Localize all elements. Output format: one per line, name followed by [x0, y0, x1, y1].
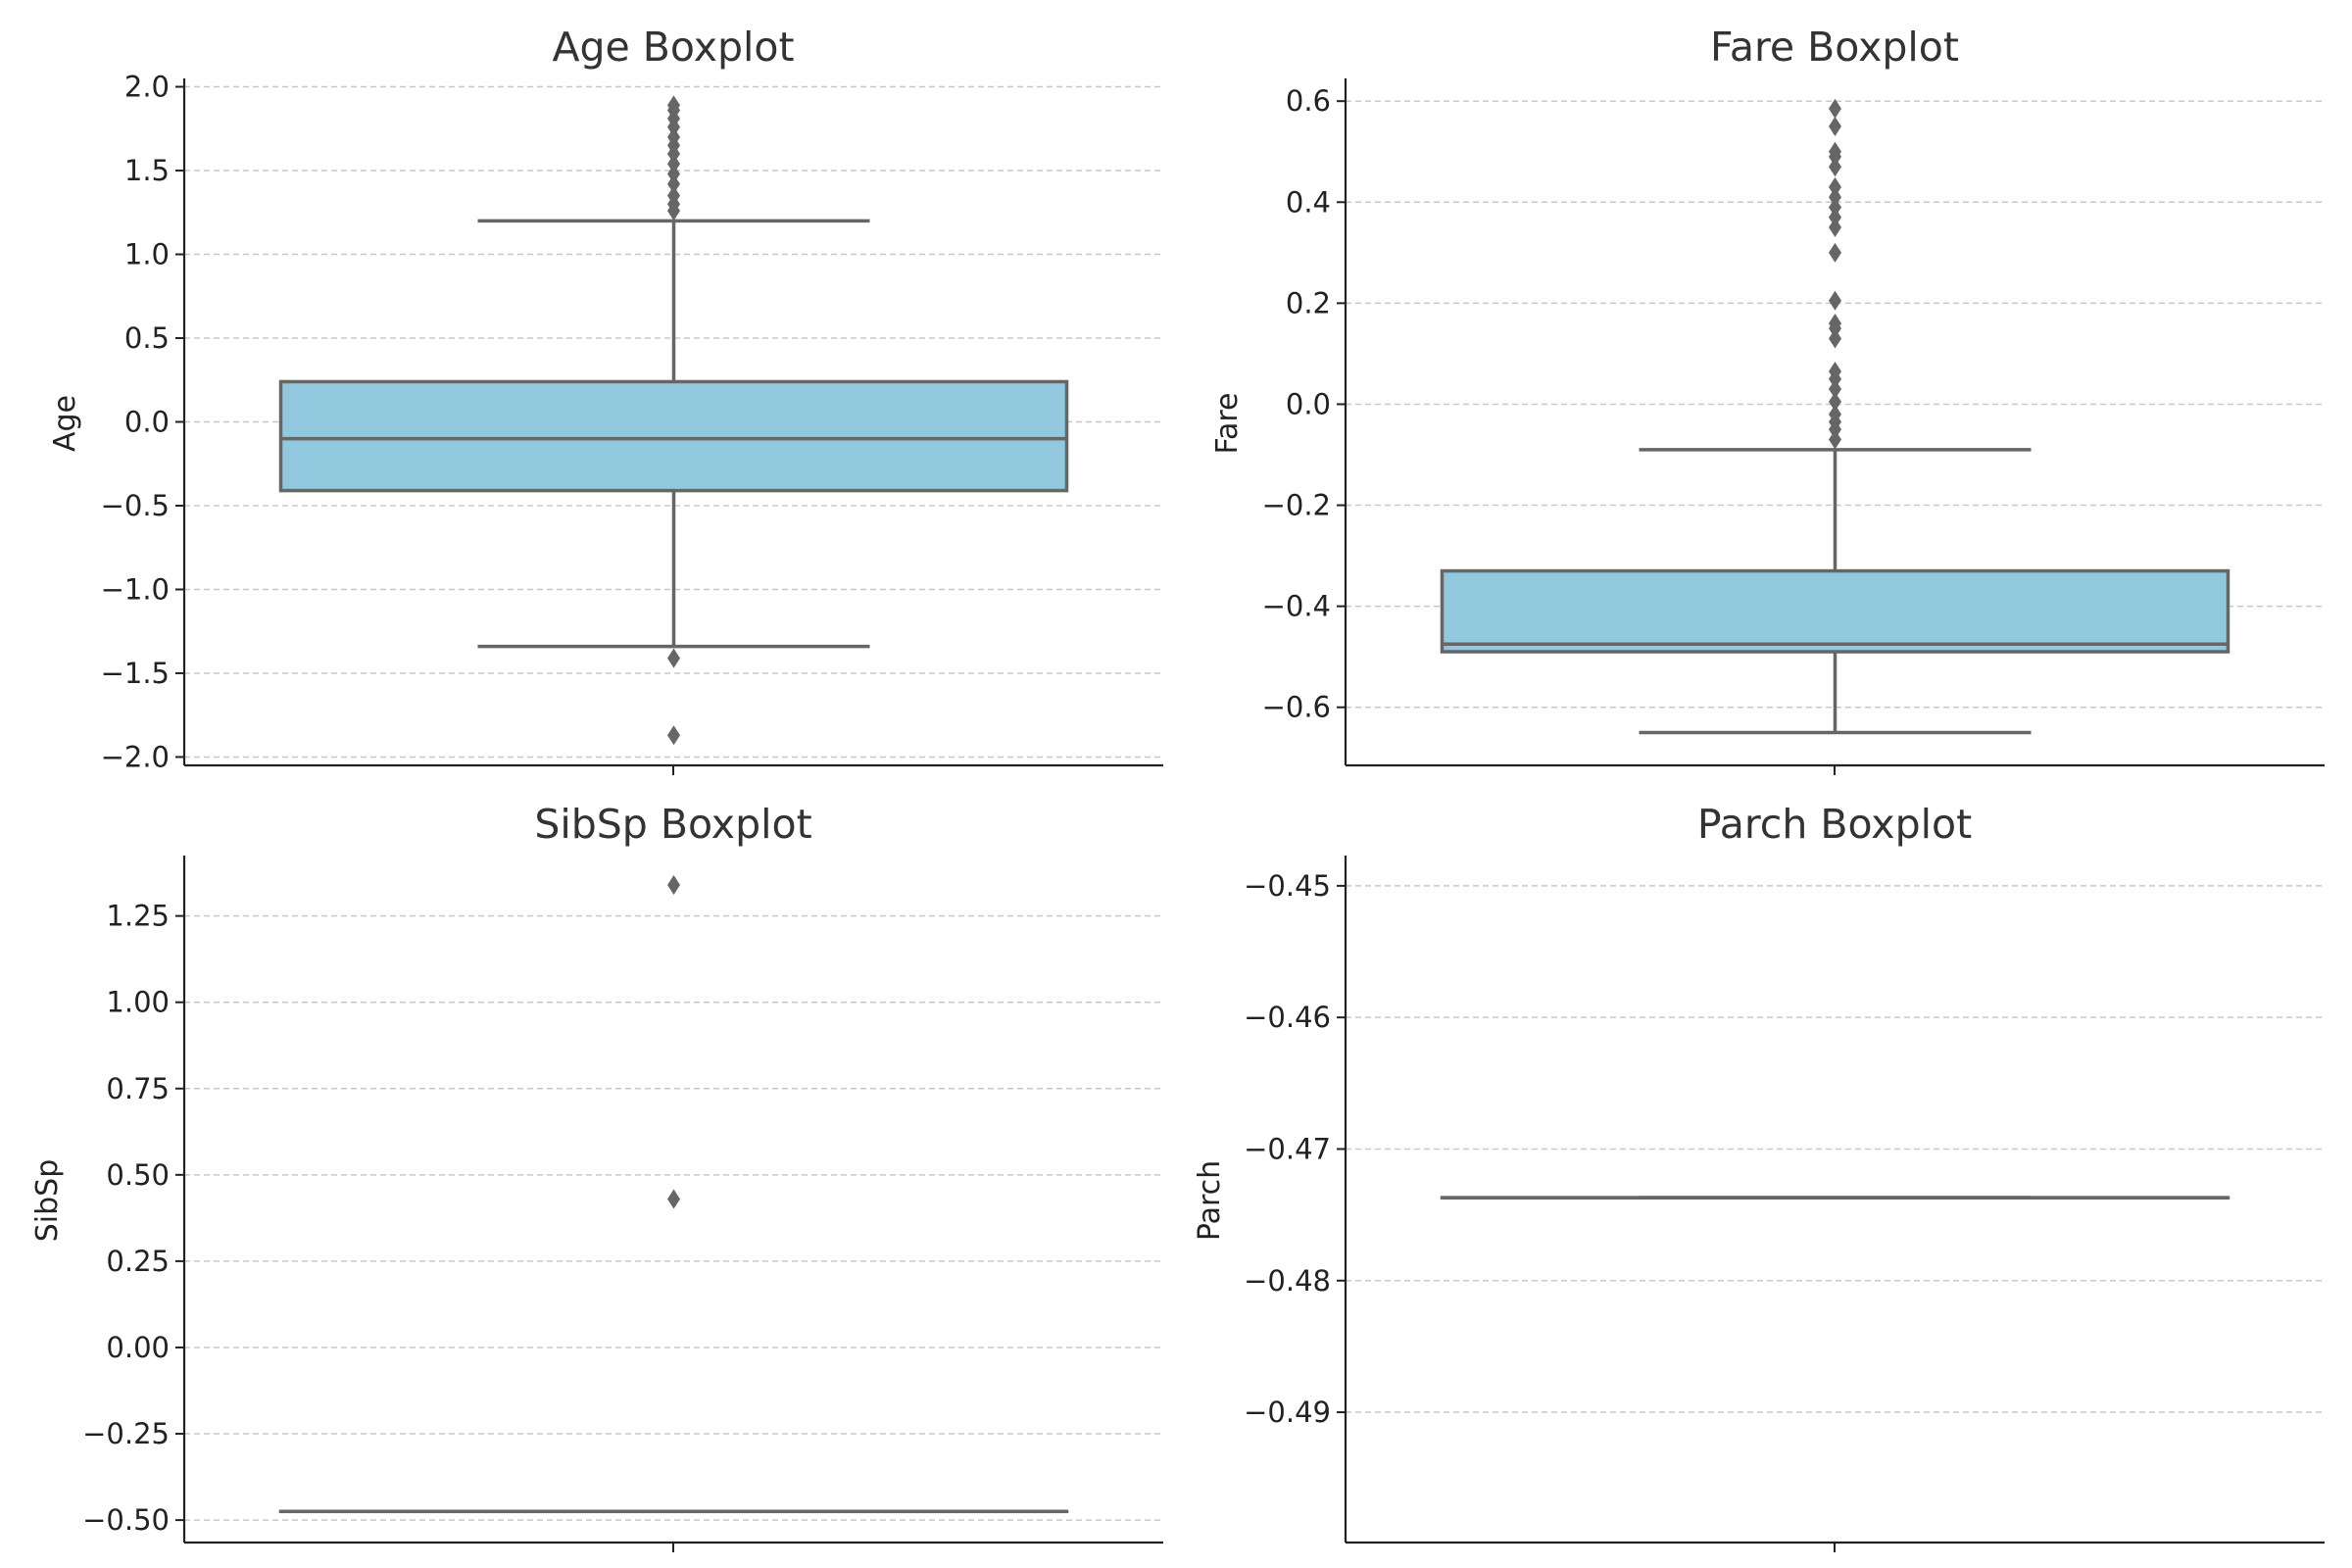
outlier-point	[667, 173, 680, 194]
chart-panel-fare: Fare Boxplot Fare −0.6 −0.4 −0.2 0.0 0.2 0.4 0…	[1210, 24, 2325, 775]
y-axis-label: Fare	[1210, 392, 1245, 454]
outlier-point	[1829, 313, 1841, 333]
outlier-point	[1829, 176, 1841, 197]
y-tick-label: −2.0	[101, 740, 170, 773]
y-axis: −2.0 −1.5 −1.0 −0.5 0.0 0.5 1.0 1.5 2.0	[101, 71, 184, 773]
y-tick-label: −1.5	[101, 657, 170, 690]
outlier-point	[667, 725, 680, 746]
outlier-point	[1829, 116, 1841, 136]
y-tick-label: −0.45	[1244, 869, 1331, 903]
outlier-point	[667, 164, 680, 184]
outlier-point	[1829, 218, 1841, 238]
outlier-point	[667, 185, 680, 206]
outlier-point	[667, 874, 680, 895]
y-tick-label: −0.4	[1262, 590, 1331, 623]
outlier-point	[1829, 141, 1841, 162]
outlier-point	[667, 154, 680, 174]
y-tick-label: 0.0	[1286, 387, 1331, 420]
y-axis: −0.50 −0.25 0.00 0.25 0.50 0.75 1.00 1.25	[82, 900, 184, 1537]
boxplot	[278, 874, 1069, 1514]
iqr-box	[1440, 568, 2230, 654]
outlier-point	[1829, 157, 1841, 177]
y-tick-label: 2.0	[124, 71, 170, 104]
outlier-point	[1829, 429, 1841, 450]
outlier-point	[1829, 187, 1841, 208]
outlier-point	[1829, 328, 1841, 349]
outlier-point	[1829, 361, 1841, 381]
chart-panel-age: Age Boxplot Age −2.0 −1.5 −1.0 −0.5 0.0 0.5 1.…	[48, 24, 1163, 775]
y-axis-label: Parch	[1193, 1160, 1227, 1241]
y-axis: −0.49 −0.48 −0.47 −0.46 −0.45	[1244, 869, 1346, 1429]
grid-lines	[184, 914, 1163, 1521]
iqr-box	[278, 379, 1069, 493]
y-axis: −0.6 −0.4 −0.2 0.0 0.2 0.4 0.6	[1262, 84, 1346, 724]
outlier-point	[667, 1189, 680, 1209]
boxplot	[278, 95, 1069, 746]
y-tick-label: −0.47	[1244, 1132, 1331, 1165]
y-tick-label: −0.46	[1244, 1001, 1331, 1034]
y-tick-label: 0.00	[106, 1331, 170, 1364]
y-tick-label: 1.25	[106, 900, 170, 933]
y-tick-label: −0.49	[1244, 1396, 1331, 1429]
chart-title: Fare Boxplot	[1710, 24, 1959, 71]
y-tick-label: 1.0	[124, 238, 170, 271]
grid-lines	[1346, 885, 2325, 1413]
outlier-point	[1829, 378, 1841, 399]
outlier-point	[1829, 391, 1841, 412]
outlier-point	[1829, 404, 1841, 424]
y-tick-label: 0.50	[106, 1158, 170, 1192]
outlier-point	[667, 95, 680, 116]
y-axis-label: Age	[48, 395, 82, 452]
y-tick-label: 0.0	[124, 406, 170, 439]
y-axis-label: SibSp	[30, 1159, 65, 1243]
outlier-point	[1829, 290, 1841, 311]
y-tick-label: −0.48	[1244, 1264, 1331, 1298]
outlier-point	[1829, 207, 1841, 227]
y-tick-label: 0.2	[1286, 286, 1331, 319]
outlier-point	[1829, 98, 1841, 119]
y-tick-label: 1.5	[124, 154, 170, 187]
chart-title: Parch Boxplot	[1697, 801, 1972, 848]
outlier-point	[1829, 242, 1841, 263]
outlier-point	[1829, 197, 1841, 218]
y-tick-label: −0.5	[101, 489, 170, 522]
y-tick-label: −0.6	[1262, 691, 1331, 724]
y-tick-label: 0.6	[1286, 84, 1331, 118]
outlier-point	[667, 648, 680, 668]
y-tick-label: −0.50	[82, 1503, 170, 1537]
y-tick-label: −0.25	[82, 1417, 170, 1450]
chart-panel-parch: Parch Boxplot Parch −0.49 −0.48 −0.47 −0.46…	[1193, 801, 2325, 1552]
outlier-point	[667, 126, 680, 147]
y-tick-label: 0.4	[1286, 185, 1331, 219]
chart-title: SibSp Boxplot	[534, 801, 811, 848]
y-tick-label: −0.2	[1262, 489, 1331, 522]
chart-panel-sibsp: SibSp Boxplot SibSp −0.50 −0.25 0.00 0.25 0.…	[30, 801, 1163, 1552]
y-tick-label: 0.5	[124, 321, 170, 355]
y-tick-label: 1.00	[106, 986, 170, 1019]
y-tick-label: 0.25	[106, 1245, 170, 1278]
boxplot	[1440, 98, 2230, 735]
y-tick-label: −1.0	[101, 572, 170, 606]
chart-title: Age Boxplot	[552, 24, 794, 71]
y-tick-label: 0.75	[106, 1072, 170, 1105]
